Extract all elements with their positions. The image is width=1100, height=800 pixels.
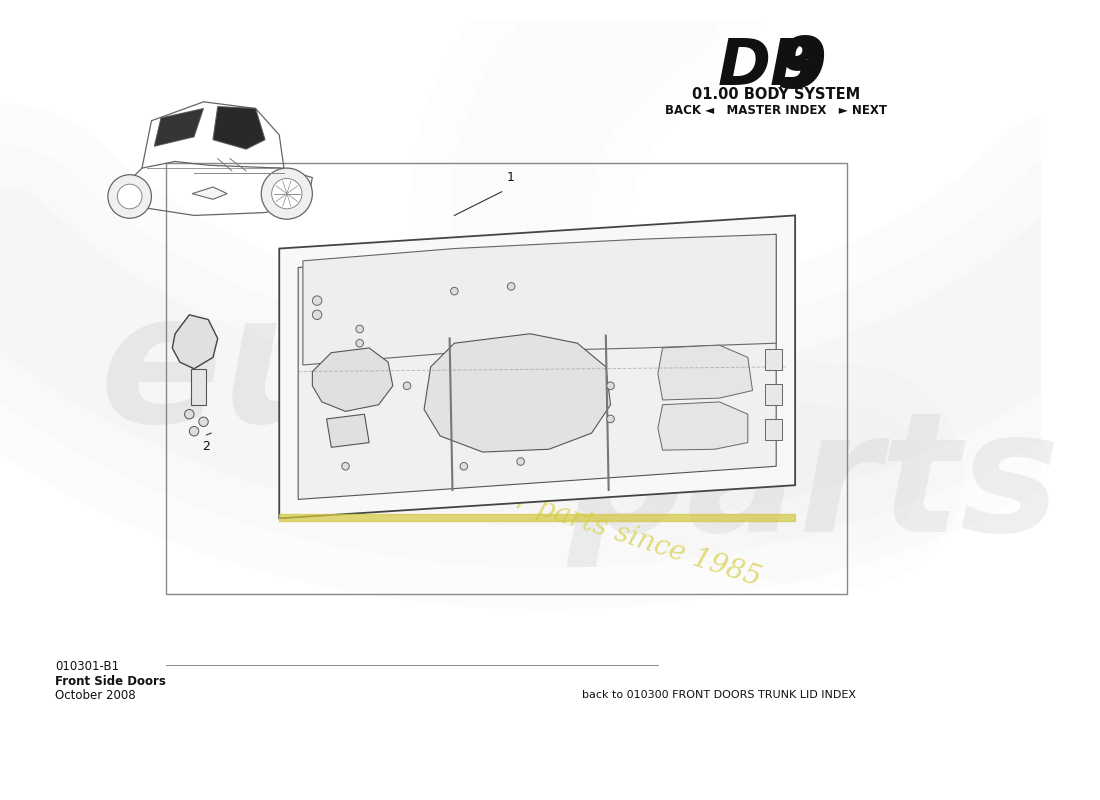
Circle shape [262,168,312,219]
Bar [764,419,782,440]
Circle shape [517,458,525,466]
Circle shape [312,310,322,319]
Text: 01.00 BODY SYSTEM: 01.00 BODY SYSTEM [692,86,860,102]
Polygon shape [327,414,370,447]
Polygon shape [213,106,265,149]
Text: 1: 1 [506,171,515,184]
Polygon shape [192,187,228,199]
Circle shape [272,178,302,209]
Polygon shape [312,348,393,411]
Polygon shape [173,315,218,369]
Bar [764,349,782,370]
Text: car: car [409,340,727,516]
Circle shape [118,184,142,209]
Text: back to 010300 FRONT DOORS TRUNK LID INDEX: back to 010300 FRONT DOORS TRUNK LID IND… [582,690,857,700]
Circle shape [199,417,208,426]
Text: a passion for parts since 1985: a passion for parts since 1985 [353,435,764,592]
Circle shape [507,282,515,290]
Circle shape [404,382,410,390]
Circle shape [189,426,199,436]
Polygon shape [191,369,207,405]
Bar [166,163,847,594]
Polygon shape [658,402,748,450]
Text: 9: 9 [777,34,826,103]
Circle shape [356,339,363,347]
Circle shape [312,296,322,306]
Circle shape [185,410,194,419]
Bar [764,384,782,405]
Text: BACK ◄   MASTER INDEX   ► NEXT: BACK ◄ MASTER INDEX ► NEXT [666,104,888,117]
Circle shape [607,415,614,422]
Circle shape [356,326,363,333]
Text: DB: DB [717,36,820,98]
Text: euro: euro [99,284,563,460]
Polygon shape [658,345,752,400]
Text: parts: parts [568,404,1060,566]
Polygon shape [302,234,777,365]
Text: 010301-B1: 010301-B1 [55,661,119,674]
Polygon shape [425,334,610,452]
Text: Front Side Doors: Front Side Doors [55,674,166,688]
Polygon shape [279,215,795,518]
Circle shape [342,462,350,470]
Circle shape [108,174,152,218]
Polygon shape [298,234,777,499]
Text: October 2008: October 2008 [55,689,135,702]
Text: 2: 2 [202,440,210,453]
Circle shape [607,382,614,390]
Polygon shape [154,109,204,146]
Circle shape [451,287,458,295]
Circle shape [460,462,467,470]
